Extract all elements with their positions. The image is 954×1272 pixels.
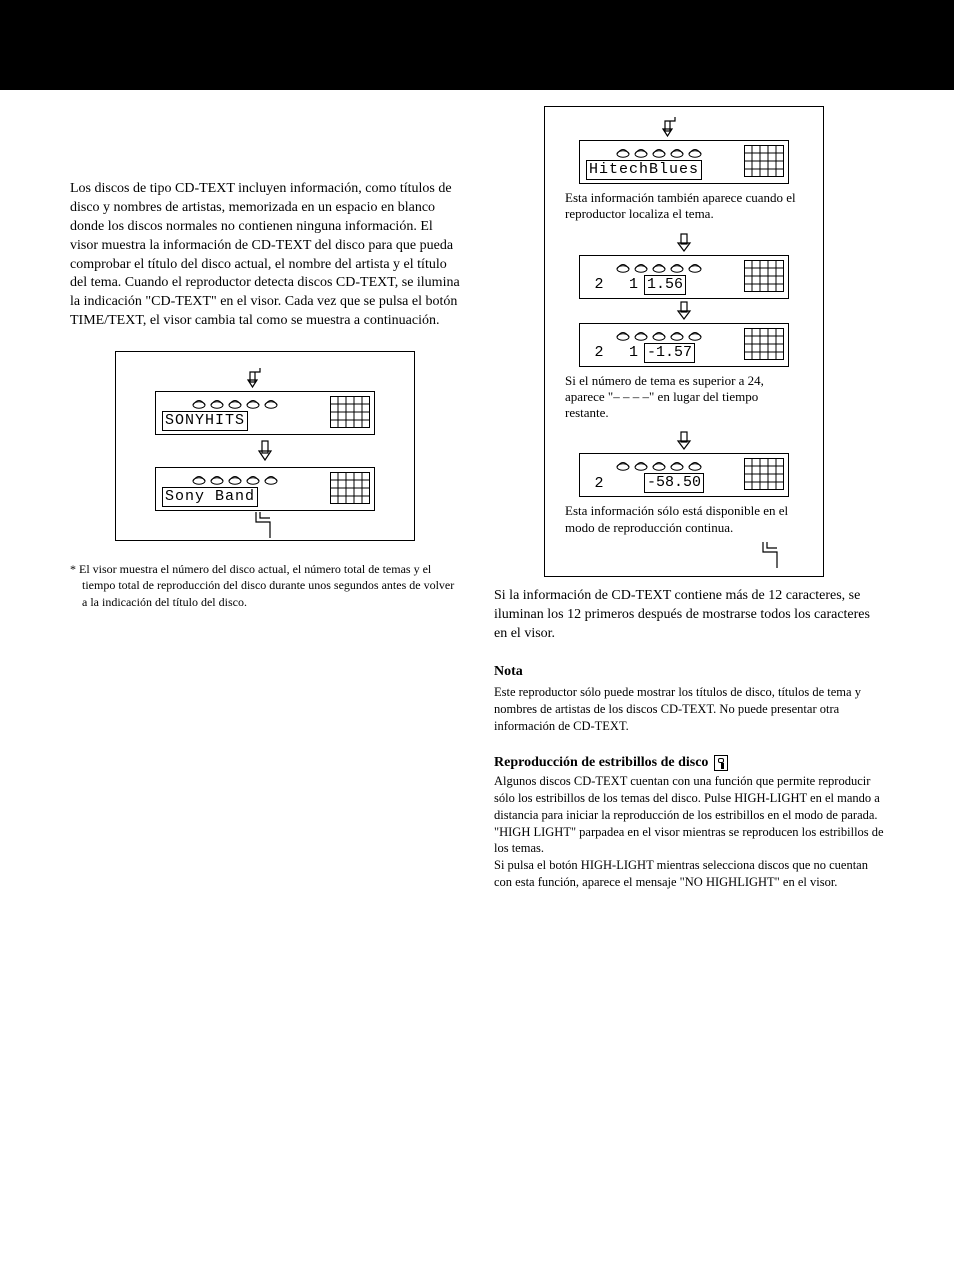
tip-heading-row: Reproducción de estribillos de disco xyxy=(494,755,884,771)
page-content: Los discos de tipo CD-TEXT incluyen info… xyxy=(0,90,954,945)
arrow-down-icon xyxy=(675,431,693,451)
time-value: 1.56 xyxy=(644,275,686,295)
lcd-display-r3: 2 1 -1.57 xyxy=(579,323,789,367)
lcd-text: SONYHITS xyxy=(162,411,248,431)
note-body: Este reproductor sólo puede mostrar los … xyxy=(494,684,884,735)
arrow-down-icon xyxy=(675,301,693,321)
arrow-down-icon xyxy=(244,368,266,392)
calendar-grid-icon xyxy=(330,472,370,504)
time-value: -58.50 xyxy=(644,473,704,493)
left-column: Los discos de tipo CD-TEXT incluyen info… xyxy=(70,120,460,905)
arrow-down-icon xyxy=(675,233,693,253)
tip-heading: Reproducción de estribillos de disco xyxy=(494,755,708,771)
return-arrow-icon xyxy=(250,510,276,540)
right-column: HitechBlues Esta información también apa… xyxy=(494,120,884,905)
calendar-grid-icon xyxy=(330,396,370,428)
header-blackbar xyxy=(0,0,954,90)
lcd-display-1: SONYHITS xyxy=(155,391,375,435)
calendar-grid-icon xyxy=(744,328,784,360)
calendar-grid-icon xyxy=(744,458,784,490)
arrow-down-icon xyxy=(254,439,276,463)
calendar-grid-icon xyxy=(744,260,784,292)
lcd-text: HitechBlues xyxy=(586,160,702,180)
disc-num: 2 xyxy=(586,475,612,492)
lcd-display-r4: 2 -58.50 xyxy=(579,453,789,497)
left-diagram: SONYHITS xyxy=(115,351,415,541)
right-diagram: HitechBlues Esta información también apa… xyxy=(544,106,824,577)
caption-2: Si el número de tema es superior a 24, a… xyxy=(565,373,803,422)
lcd-display-r1: HitechBlues xyxy=(579,140,789,184)
track-num: 1 xyxy=(618,344,638,361)
note-heading: Nota xyxy=(494,663,884,682)
overflow-paragraph: Si la información de CD-TEXT contiene má… xyxy=(494,587,884,644)
caption-3: Esta información sólo está disponible en… xyxy=(565,503,803,536)
caption-1: Esta información también aparece cuando … xyxy=(565,190,803,223)
calendar-grid-icon xyxy=(744,145,784,177)
lcd-display-2: Sony Band xyxy=(155,467,375,511)
disc-num: 2 xyxy=(586,344,612,361)
footnote: * El visor muestra el número del disco a… xyxy=(70,561,460,610)
info-icon xyxy=(714,755,728,771)
lcd-display-r2: 2 1 1.56 xyxy=(579,255,789,299)
tip-body: Algunos discos CD-TEXT cuentan con una f… xyxy=(494,773,884,891)
disc-num: 2 xyxy=(586,276,612,293)
intro-paragraph: Los discos de tipo CD-TEXT incluyen info… xyxy=(70,180,460,331)
time-value: -1.57 xyxy=(644,343,695,363)
track-num: 1 xyxy=(618,276,638,293)
return-arrow-icon xyxy=(757,540,783,570)
arrow-down-icon xyxy=(659,117,681,141)
lcd-text: Sony Band xyxy=(162,487,258,507)
